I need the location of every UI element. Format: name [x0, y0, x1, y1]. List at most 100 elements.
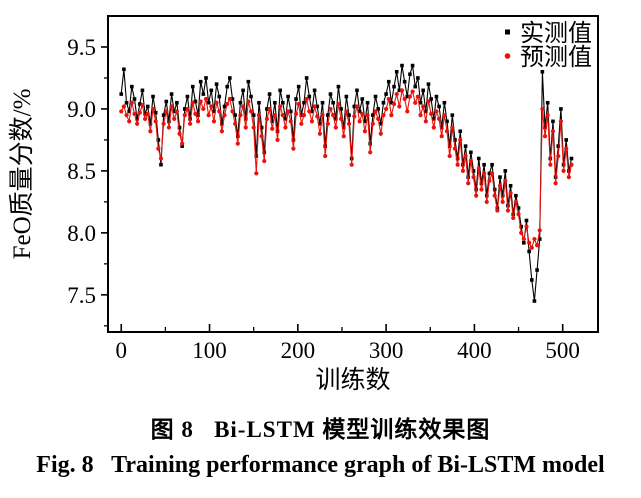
data-point-predicted: [368, 150, 373, 155]
data-point-measured: [302, 100, 306, 105]
data-point-measured: [426, 82, 431, 86]
data-point-measured: [424, 109, 428, 114]
series-line-predicted: [120, 90, 573, 250]
x-tick-label: 200: [281, 338, 316, 363]
data-point-predicted: [135, 121, 140, 126]
data-point-measured: [148, 122, 153, 126]
y-axis-label: FeO质量分数/%: [8, 89, 36, 260]
data-point-predicted: [156, 146, 161, 151]
data-point-predicted: [172, 116, 177, 121]
data-point-measured: [153, 110, 158, 115]
data-point-measured: [185, 94, 190, 99]
data-point-predicted: [169, 104, 174, 109]
data-point-measured: [524, 218, 529, 223]
data-point-predicted: [466, 181, 471, 186]
data-point-predicted: [323, 153, 328, 159]
data-point-predicted: [527, 240, 532, 245]
data-point-measured: [477, 156, 481, 161]
data-point-measured: [341, 125, 346, 130]
data-point-predicted: [511, 215, 516, 221]
data-point-predicted: [386, 96, 391, 102]
data-point-measured: [241, 88, 245, 93]
data-point-predicted: [479, 187, 484, 192]
data-point-measured: [394, 69, 399, 74]
data-point-predicted: [550, 129, 556, 134]
data-point-measured: [251, 113, 256, 117]
figure-caption-chinese: 图 8 Bi-LSTM 模型训练效果图: [150, 417, 491, 442]
data-point-predicted: [542, 134, 548, 139]
data-point-predicted: [166, 125, 172, 130]
data-point-predicted: [312, 104, 317, 109]
data-point-measured: [299, 113, 304, 117]
data-point-predicted: [399, 88, 405, 93]
data-point-predicted: [240, 104, 246, 109]
data-point-predicted: [262, 158, 267, 164]
data-point-measured: [418, 100, 423, 105]
data-point-measured: [124, 100, 129, 105]
data-point-measured: [487, 171, 492, 176]
data-point-predicted: [209, 104, 214, 109]
data-point-predicted: [325, 121, 330, 126]
data-point-predicted: [349, 162, 354, 167]
data-point-measured: [225, 84, 229, 89]
data-point-predicted: [545, 113, 550, 118]
data-point-predicted: [206, 113, 211, 118]
data-point-predicted: [384, 106, 389, 112]
data-point-measured: [500, 193, 505, 198]
data-point-measured: [508, 183, 513, 188]
data-point-predicted: [540, 106, 545, 112]
data-point-predicted: [174, 109, 179, 114]
data-point-predicted: [352, 114, 357, 119]
legend-marker-predicted: [504, 53, 511, 59]
data-point-predicted: [537, 228, 542, 233]
data-point-predicted: [474, 193, 479, 198]
data-point-measured: [140, 88, 145, 93]
data-point-predicted: [500, 199, 505, 204]
data-point-measured: [545, 100, 550, 105]
data-point-predicted: [471, 174, 476, 180]
data-point-predicted: [360, 111, 365, 116]
y-tick-label: 8.5: [67, 159, 96, 184]
legend-label-measured: 实测值: [520, 20, 592, 47]
data-point-measured: [217, 94, 222, 99]
x-tick-label: 0: [115, 338, 127, 363]
data-point-measured: [376, 107, 380, 111]
data-point-measured: [559, 107, 563, 111]
data-point-predicted: [516, 212, 521, 217]
data-point-measured: [161, 113, 166, 117]
data-point-predicted: [434, 109, 439, 114]
data-point-predicted: [429, 111, 434, 116]
data-point-measured: [304, 76, 309, 80]
data-point-predicted: [426, 99, 431, 104]
data-point-measured: [257, 100, 261, 105]
data-point-measured: [381, 100, 386, 105]
data-point-predicted: [317, 131, 322, 136]
data-point-measured: [180, 144, 184, 148]
data-point-predicted: [259, 134, 264, 139]
data-point-measured: [259, 125, 264, 130]
data-point-predicted: [140, 103, 145, 108]
data-point-predicted: [275, 137, 280, 143]
data-point-measured: [363, 119, 367, 124]
data-point-measured: [471, 169, 476, 173]
data-point-measured: [132, 97, 137, 101]
data-point-predicted: [203, 96, 209, 102]
data-point-measured: [159, 162, 163, 167]
data-point-measured: [318, 122, 322, 126]
data-point-predicted: [129, 100, 134, 105]
data-point-measured: [540, 69, 545, 74]
data-point-predicted: [492, 193, 497, 198]
data-point-measured: [281, 100, 285, 105]
data-point-predicted: [280, 113, 285, 118]
data-point-measured: [386, 79, 391, 84]
data-point-predicted: [301, 113, 307, 118]
data-point-predicted: [415, 94, 420, 99]
data-point-measured: [288, 109, 293, 114]
data-point-predicted: [217, 109, 222, 114]
data-point-predicted: [198, 99, 203, 104]
data-point-measured: [333, 117, 338, 121]
data-point-measured: [437, 104, 441, 109]
data-point-measured: [466, 175, 471, 179]
data-point-measured: [450, 113, 455, 117]
data-point-measured: [455, 156, 460, 161]
